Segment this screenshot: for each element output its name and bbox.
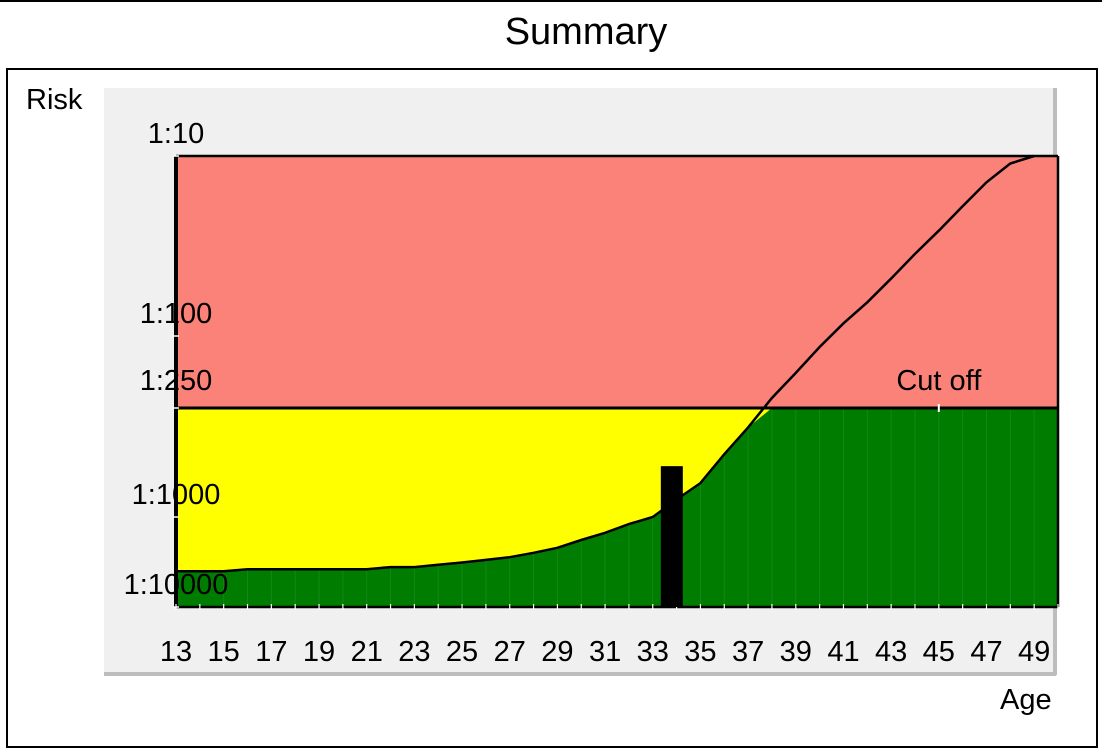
x-axis-label: Age <box>1000 684 1052 716</box>
x-tick-label: 29 <box>541 636 573 668</box>
cutoff-label: Cut off <box>896 365 982 397</box>
x-tick-label: 17 <box>255 636 287 668</box>
y-axis-label: Risk <box>26 84 83 116</box>
y-tick-label: 1:10000 <box>124 569 229 601</box>
risk-curve-line <box>176 154 1035 573</box>
page-title: Summary <box>504 11 668 53</box>
high-risk-region <box>176 156 1058 408</box>
age-marker-bar <box>660 466 683 607</box>
x-tick-label: 35 <box>684 636 716 668</box>
risk-chart: 13 15 17 19 21 23 25 27 29 31 33 35 37 39 41 43 45 47 49 1:… <box>104 88 1060 676</box>
x-tick-label: 41 <box>827 636 859 668</box>
x-tick-label: 15 <box>208 636 240 668</box>
x-tick-label: 45 <box>923 636 955 668</box>
y-tick-label: 1:100 <box>140 298 213 330</box>
x-tick-label: 47 <box>970 636 1002 668</box>
x-tick-label: 31 <box>589 636 621 668</box>
x-tick-label: 39 <box>780 636 812 668</box>
x-tick-label: 19 <box>303 636 335 668</box>
x-tick-label: 27 <box>494 636 526 668</box>
x-tick-label: 13 <box>160 636 192 668</box>
low-risk-area <box>176 408 1058 607</box>
x-tick-label: 25 <box>446 636 478 668</box>
plot-area <box>173 154 1060 610</box>
x-tick-label: 49 <box>1018 636 1050 668</box>
tick-labels: 13 15 17 19 21 23 25 27 29 31 33 35 37 39 41 43 45 47 49 1:… <box>124 118 1051 668</box>
x-tick-label: 33 <box>637 636 669 668</box>
x-tick-label: 37 <box>732 636 764 668</box>
x-tick-label: 21 <box>351 636 383 668</box>
x-tick-label: 23 <box>398 636 430 668</box>
top-border <box>0 0 1102 2</box>
y-tick-label: 1:1000 <box>132 479 221 511</box>
y-tick-label: 1:250 <box>140 365 213 397</box>
x-tick-label: 43 <box>875 636 907 668</box>
y-tick-label: 1:10 <box>148 118 204 150</box>
